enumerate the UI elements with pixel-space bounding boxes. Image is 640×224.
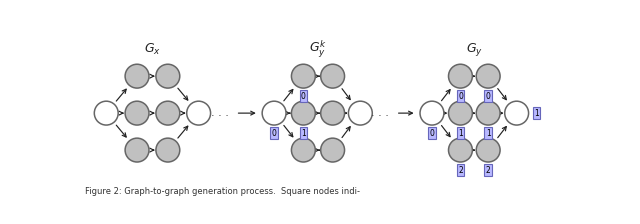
Text: 0: 0 — [301, 92, 306, 101]
Text: Figure 2: Graph-to-graph generation process.  Square nodes indi-: Figure 2: Graph-to-graph generation proc… — [86, 187, 360, 196]
Circle shape — [262, 101, 286, 125]
Text: 2: 2 — [486, 166, 490, 174]
Circle shape — [476, 101, 500, 125]
Circle shape — [291, 64, 316, 88]
Circle shape — [449, 64, 472, 88]
Circle shape — [348, 101, 372, 125]
Circle shape — [321, 64, 344, 88]
Text: 0: 0 — [271, 129, 276, 138]
Text: $G_y^k$: $G_y^k$ — [309, 39, 327, 60]
Circle shape — [449, 138, 472, 162]
Text: 1: 1 — [458, 129, 463, 138]
Circle shape — [125, 138, 149, 162]
Circle shape — [94, 101, 118, 125]
Circle shape — [291, 101, 316, 125]
Circle shape — [156, 138, 180, 162]
Circle shape — [125, 101, 149, 125]
Circle shape — [125, 64, 149, 88]
Text: 2: 2 — [458, 166, 463, 174]
Text: 1: 1 — [534, 109, 539, 118]
Circle shape — [476, 138, 500, 162]
Circle shape — [476, 64, 500, 88]
Circle shape — [321, 138, 344, 162]
Circle shape — [156, 101, 180, 125]
Text: 1: 1 — [486, 129, 490, 138]
Circle shape — [449, 101, 472, 125]
Circle shape — [505, 101, 529, 125]
Text: 0: 0 — [429, 129, 435, 138]
Circle shape — [291, 138, 316, 162]
Text: 0: 0 — [486, 92, 491, 101]
Circle shape — [156, 64, 180, 88]
Text: 1: 1 — [301, 129, 306, 138]
Text: $G_y$: $G_y$ — [466, 41, 483, 58]
Text: . . .: . . . — [371, 108, 389, 118]
Circle shape — [187, 101, 211, 125]
Text: 0: 0 — [458, 92, 463, 101]
Text: $G_x$: $G_x$ — [144, 42, 161, 57]
Text: . . .: . . . — [211, 108, 229, 118]
Circle shape — [420, 101, 444, 125]
Circle shape — [321, 101, 344, 125]
